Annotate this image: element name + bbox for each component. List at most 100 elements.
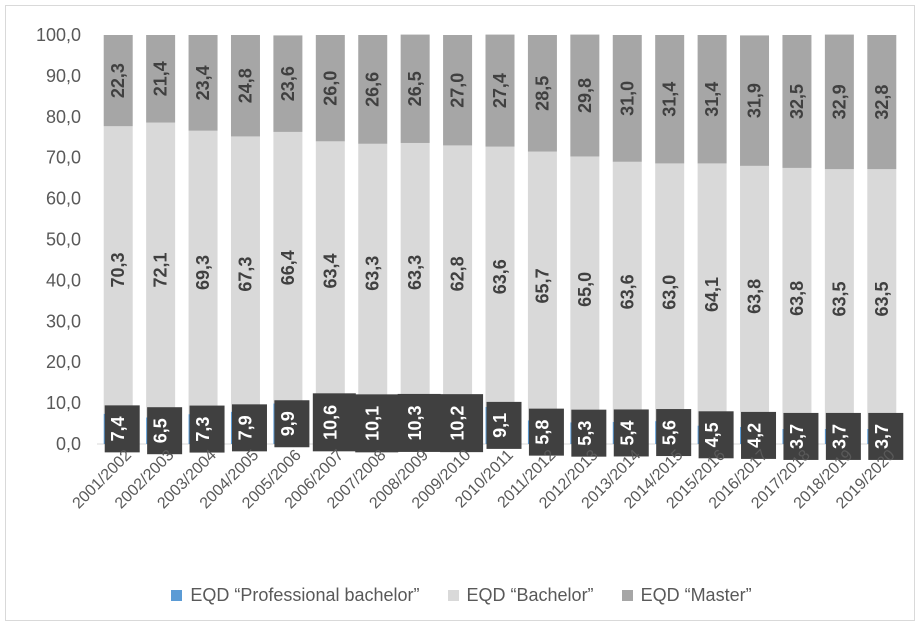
data-label-master: 21,4 <box>151 61 171 96</box>
bar-segment-bachelor <box>867 169 897 429</box>
bar-segment-master <box>824 34 854 170</box>
data-label-professional-bachelor: 7,9 <box>235 415 255 440</box>
bar-segment-master <box>443 35 473 146</box>
data-label-professional-bachelor: 5,8 <box>532 420 552 445</box>
bar-segment-bachelor <box>612 161 642 422</box>
data-label-box <box>486 401 522 449</box>
data-label-box <box>397 393 441 452</box>
data-label-professional-bachelor: 7,3 <box>193 417 213 442</box>
bar-segment-master <box>230 35 260 137</box>
bar-segment-bachelor <box>230 136 260 412</box>
data-label-master: 26,6 <box>363 72 383 107</box>
bar-segment-bachelor <box>824 169 854 429</box>
bar-segment-bachelor <box>443 145 473 403</box>
data-label-bachelor: 63,6 <box>490 259 510 294</box>
data-label-master: 31,4 <box>660 82 680 117</box>
data-label-box <box>231 404 267 452</box>
data-label-box <box>312 393 356 452</box>
y-tick-label: 90,0 <box>46 66 81 86</box>
data-label-box <box>571 409 607 457</box>
data-label-bachelor: 70,3 <box>108 252 128 287</box>
data-label-master: 22,3 <box>108 63 128 98</box>
data-label-box <box>528 408 564 456</box>
data-label-master: 27,0 <box>448 73 468 108</box>
data-label-master: 31,0 <box>617 81 637 116</box>
legend-swatch-bachelor <box>447 589 459 601</box>
data-label-box <box>825 412 861 460</box>
bar-segment-bachelor <box>485 146 515 407</box>
data-label-master: 26,5 <box>405 71 425 106</box>
data-label-bachelor: 63,3 <box>405 255 425 290</box>
data-label-bachelor: 69,3 <box>193 255 213 290</box>
data-label-professional-bachelor: 3,7 <box>872 424 892 449</box>
data-label-professional-bachelor: 5,6 <box>660 420 680 445</box>
data-label-box <box>613 409 649 457</box>
legend-swatch-professional-bachelor <box>171 589 183 601</box>
bar-segment-master <box>697 35 727 164</box>
legend-label-bachelor: EQD “Bachelor” <box>466 584 594 605</box>
bar-segment-master <box>146 35 176 123</box>
data-label-bachelor: 63,4 <box>320 253 340 288</box>
bar-segment-master <box>103 35 133 127</box>
bar-segment-bachelor <box>400 142 430 402</box>
data-label-box <box>741 411 777 459</box>
bar-segment-master <box>273 35 303 132</box>
data-label-professional-bachelor: 5,4 <box>617 420 637 445</box>
data-label-bachelor: 72,1 <box>151 252 171 287</box>
data-label-bachelor: 65,0 <box>575 272 595 307</box>
data-label-box <box>783 412 819 460</box>
bar-segment-bachelor <box>697 163 727 426</box>
data-label-professional-bachelor: 10,2 <box>448 406 468 441</box>
data-label-bachelor: 63,5 <box>829 281 849 316</box>
data-label-bachelor: 63,8 <box>745 279 765 314</box>
data-label-bachelor: 62,8 <box>448 256 468 291</box>
y-tick-label: 60,0 <box>46 189 81 209</box>
data-label-box <box>868 412 904 460</box>
data-label-bachelor: 63,6 <box>617 274 637 309</box>
bar-segment-master <box>740 35 770 166</box>
data-label-bachelor: 63,8 <box>787 281 807 316</box>
data-label-professional-bachelor: 7,4 <box>108 416 128 441</box>
legend-label-master: EQD “Master” <box>640 584 752 605</box>
y-tick-label: 40,0 <box>46 270 81 290</box>
y-tick-label: 20,0 <box>46 352 81 372</box>
bar-segment-bachelor <box>315 141 345 401</box>
bar-segment-master <box>612 35 642 162</box>
data-label-master: 23,6 <box>278 66 298 101</box>
legend-item-master: EQD “Master” <box>621 584 752 606</box>
data-label-master: 32,8 <box>872 85 892 120</box>
data-label-bachelor: 63,0 <box>660 275 680 310</box>
legend-item-bachelor: EQD “Bachelor” <box>447 584 594 606</box>
y-tick-label: 0,0 <box>56 434 81 454</box>
data-label-bachelor: 65,7 <box>532 268 552 303</box>
legend-item-professional-bachelor: EQD “Professional bachelor” <box>171 585 420 606</box>
legend-swatch-master <box>621 589 633 601</box>
data-label-master: 31,9 <box>745 83 765 118</box>
bar-segment-master <box>867 35 897 170</box>
data-label-master: 32,5 <box>787 84 807 119</box>
data-label-box <box>656 409 692 457</box>
y-tick-label: 70,0 <box>46 148 81 168</box>
bar-segment-master <box>655 35 685 164</box>
data-label-bachelor: 63,5 <box>872 281 892 316</box>
y-tick-label: 30,0 <box>46 311 81 331</box>
bar-segment-master <box>315 35 345 142</box>
bar-segment-bachelor <box>103 126 133 414</box>
data-label-master: 24,8 <box>235 68 255 103</box>
data-label-master: 32,9 <box>829 84 849 119</box>
bar-segment-bachelor <box>782 167 812 429</box>
data-label-bachelor: 66,4 <box>278 250 298 285</box>
data-label-box <box>355 394 399 453</box>
bar-segment-bachelor <box>527 151 557 421</box>
data-label-master: 29,8 <box>575 78 595 113</box>
y-tick-label: 100,0 <box>36 25 81 45</box>
data-label-box <box>189 405 225 453</box>
data-label-box <box>147 407 183 455</box>
data-label-box <box>274 400 310 448</box>
data-label-master: 23,4 <box>193 65 213 100</box>
data-label-master: 31,4 <box>702 82 722 117</box>
bar-segment-bachelor <box>570 156 600 423</box>
data-label-professional-bachelor: 4,2 <box>745 423 765 448</box>
data-label-professional-bachelor: 3,7 <box>829 424 849 449</box>
